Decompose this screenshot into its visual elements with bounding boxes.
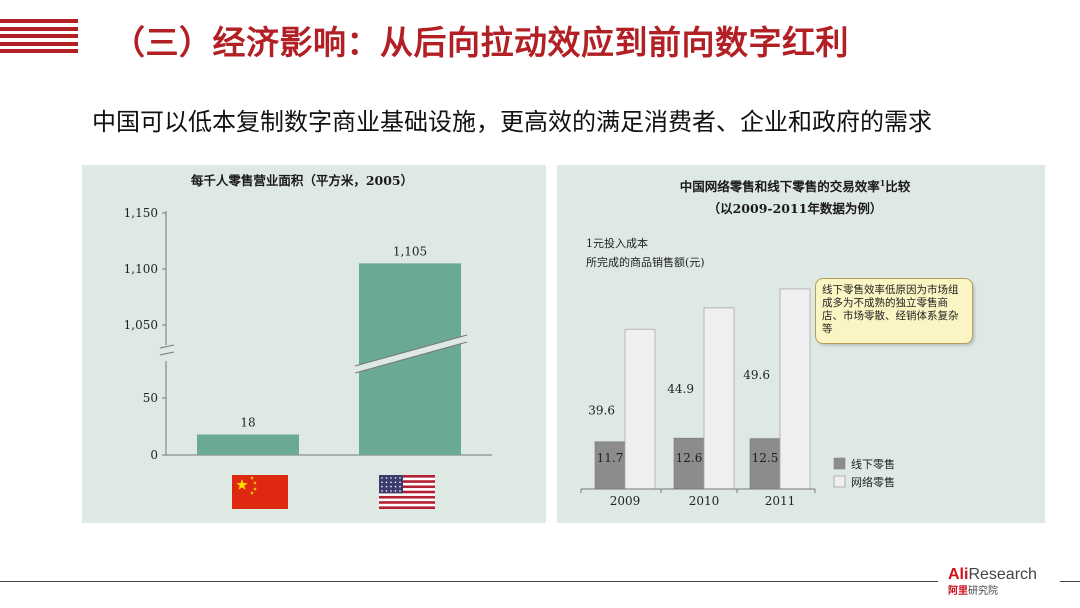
legend-label: 线下零售 <box>851 457 895 471</box>
bar-offline <box>594 441 626 490</box>
x-tick-label: 2010 <box>689 494 720 508</box>
page-title: （三）经济影响：从后向拉动效应到前向数字红利 <box>112 23 849 62</box>
aliresearch-logo: AliResearch 阿里研究院 <box>948 566 1037 597</box>
bar-offline <box>749 438 781 490</box>
axis-break-mark <box>159 344 175 349</box>
y-tick-label: 1,150 <box>124 206 158 220</box>
data-label-offline: 12.6 <box>676 451 703 465</box>
data-label-online: 49.6 <box>743 368 770 382</box>
retail-area-chart-panel: 每千人零售营业面积（平方米，2005） 0 50 1,050 1,100 1,150 1… <box>82 165 546 523</box>
data-label-offline: 11.7 <box>597 451 624 465</box>
usa-flag <box>379 475 435 509</box>
y-tick-label: 1,050 <box>124 318 158 332</box>
y-tick-label: 50 <box>143 391 158 405</box>
bar-online <box>703 307 735 490</box>
x-tick-label: 2011 <box>765 494 796 508</box>
bar-online <box>624 328 656 490</box>
china-flag <box>232 475 288 509</box>
chart-title: 每千人零售营业面积（平方米，2005） <box>191 173 413 188</box>
data-label-offline: 12.5 <box>752 451 779 465</box>
legend-swatch <box>833 475 846 488</box>
data-label: 1,105 <box>393 244 427 258</box>
y-tick-label: 0 <box>150 448 158 462</box>
page-subtitle: 中国可以低本复制数字商业基础设施，更高效的满足消费者、企业和政府的需求 <box>92 108 932 136</box>
chart-title-line2: （以2009-2011年数据为例） <box>708 201 883 216</box>
retail-area-chart: 每千人零售营业面积（平方米，2005） 0 50 1,050 1,100 1,150 1… <box>124 173 492 509</box>
legend-label: 网络零售 <box>851 475 895 489</box>
y-axis-label-line2: 所完成的商品销售额(元) <box>586 255 705 269</box>
header-stripes-decoration <box>0 19 78 57</box>
x-tick-label: 2009 <box>610 494 641 508</box>
bar-online <box>779 288 811 490</box>
retail-efficiency-chart-panel: 中国网络零售和线下零售的交易效率1比较 （以2009-2011年数据为例） 1元… <box>557 165 1045 523</box>
bar <box>197 434 299 455</box>
bar-break-gap <box>355 335 467 373</box>
retail-efficiency-chart: 中国网络零售和线下零售的交易效率1比较 （以2009-2011年数据为例） 1元… <box>580 178 911 508</box>
bar-break-line <box>354 341 468 374</box>
data-label-online: 44.9 <box>667 382 694 396</box>
bar <box>359 263 461 455</box>
bar-break-line <box>354 334 468 367</box>
y-axis-label-line1: 1元投入成本 <box>586 236 648 250</box>
chart-title-line1: 中国网络零售和线下零售的交易效率1比较 <box>680 178 911 194</box>
legend-swatch <box>833 457 846 470</box>
y-tick-label: 1,100 <box>124 262 158 276</box>
data-label-online: 39.6 <box>588 403 615 417</box>
footer-divider-right <box>1060 581 1080 582</box>
data-label: 18 <box>240 415 255 429</box>
explanation-callout: 线下零售效率低原因为市场组成多为不成熟的独立零售商店、市场零散、经销体系复杂等 <box>815 278 973 344</box>
axis-break-mark <box>159 351 175 356</box>
footer-divider <box>0 581 938 582</box>
